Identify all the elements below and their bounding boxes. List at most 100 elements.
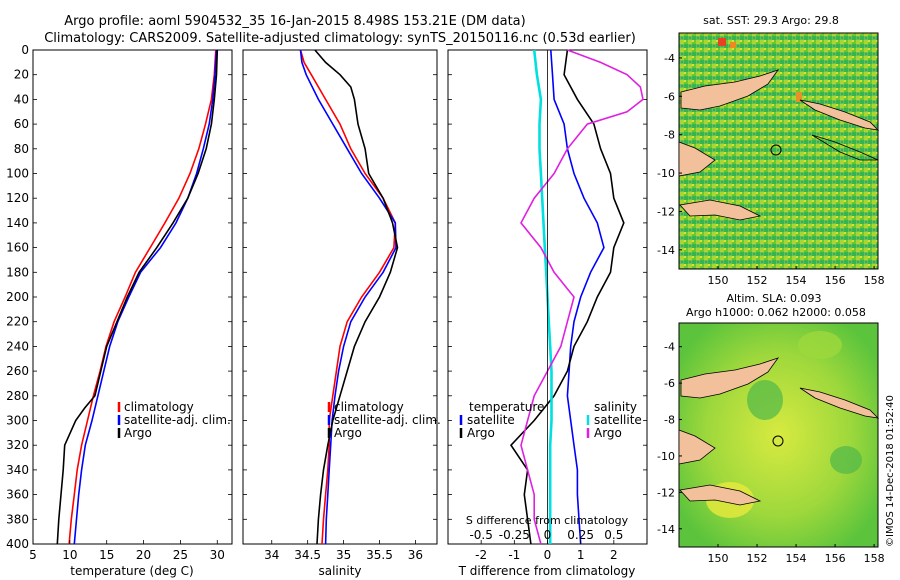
depth-tick-label: 400 xyxy=(6,537,29,551)
series-line-argo xyxy=(314,49,399,545)
depth-tick-label: 240 xyxy=(6,339,29,353)
depth-tick-label: 360 xyxy=(6,488,29,502)
depth-tick-label: 120 xyxy=(6,191,29,205)
legend-argo: Argo xyxy=(124,426,152,440)
legend-climatology: climatology xyxy=(334,400,404,414)
x2-tick-label: 0.5 xyxy=(604,528,623,542)
legend-argo: Argo xyxy=(334,426,362,440)
x-tick-labels: 5 10 15 20 25 30 34 34.5 35 35.5 36 -2 -1 0 1 2 -0.5 -0.2… xyxy=(29,528,623,562)
legend-satellite: satellite-adj. clim. xyxy=(334,413,441,427)
depth-tick-label: 180 xyxy=(6,265,29,279)
legend-temp-argo: Argo xyxy=(467,426,495,440)
salinity-legend: climatology satellite-adj. clim. Argo xyxy=(327,400,441,440)
map-y-tick-label: -12 xyxy=(657,205,675,218)
depth-tick-label: 40 xyxy=(14,92,29,106)
series-line-satellite-adj-clim- xyxy=(73,49,218,545)
map-x-tick-label: 154 xyxy=(786,274,807,287)
imos-credit: ©IMOS 14-Dec-2018 01:52:40 xyxy=(885,395,896,547)
temperature-xlabel: temperature (deg C) xyxy=(70,564,193,578)
difference-xlabel: T difference from climatology xyxy=(458,564,636,578)
temperature-legend: climatology satellite-adj. clim. Argo xyxy=(117,400,231,440)
map-x-tick-label: 158 xyxy=(864,274,885,287)
depth-axis: 0 20 40 60 80 100 120 140 160 180 200 220 240 260 280 3… xyxy=(6,43,647,551)
series-line-argo xyxy=(56,49,219,545)
legend-climatology: climatology xyxy=(124,400,194,414)
map-y-tick-label: -6 xyxy=(664,377,675,390)
temperature-panel xyxy=(32,49,233,545)
map-x-tick-label: 152 xyxy=(747,552,768,565)
sla-map-title-line2: Argo h1000: 0.062 h2000: 0.058 xyxy=(686,306,866,319)
x-tick-label: 35.5 xyxy=(366,548,393,562)
temperature-series xyxy=(56,49,219,545)
depth-tick-label: 140 xyxy=(6,216,29,230)
figure-title-line1: Argo profile: aoml 5904532_35 16-Jan-201… xyxy=(64,14,525,29)
x2-tick-label: -0.5 xyxy=(469,528,492,542)
x-tick-label: 36 xyxy=(408,548,423,562)
map-y-tick-label: -14 xyxy=(657,523,675,536)
depth-tick-label: 340 xyxy=(6,463,29,477)
map-x-tick-label: 156 xyxy=(825,552,846,565)
argo-profile-marker xyxy=(772,435,784,447)
map-y-tick-label: -6 xyxy=(664,90,675,103)
x-tick-label: 34.5 xyxy=(294,548,321,562)
x-tick-label: 20 xyxy=(136,548,151,562)
map-x-tick-label: 154 xyxy=(786,552,807,565)
map-y-tick-label: -10 xyxy=(657,167,675,180)
depth-tick-label: 160 xyxy=(6,241,29,255)
map-x-tick-label: 150 xyxy=(708,552,729,565)
x2-tick-label: 0.25 xyxy=(567,528,594,542)
map-x-tick-label: 158 xyxy=(864,552,885,565)
series-line-temperature-argo xyxy=(509,49,625,545)
legend-sal-argo: Argo xyxy=(594,426,622,440)
land-bougainville xyxy=(799,99,880,131)
depth-tick-label: 80 xyxy=(14,142,29,156)
argo-profile-marker xyxy=(770,144,782,156)
map-y-tick-label: -4 xyxy=(664,52,675,65)
legend-temp-satellite: satellite xyxy=(467,413,515,427)
salinity-series xyxy=(299,49,399,545)
x-tick-label: -2 xyxy=(475,548,487,562)
x-tick-label: 35 xyxy=(336,548,351,562)
land-new-britain xyxy=(680,69,780,111)
depth-tick-label: 320 xyxy=(6,438,29,452)
depth-tick-label: 380 xyxy=(6,512,29,526)
legend-satellite: satellite-adj. clim. xyxy=(124,413,231,427)
depth-tick-label: 200 xyxy=(6,290,29,304)
difference-x2label: S difference from climatology xyxy=(466,514,629,527)
series-line-climatology xyxy=(68,49,217,545)
legend-sal-satellite: satellite xyxy=(594,413,642,427)
sla-map-axes: 150 152 154 156 158 -4 -6 -8 -10 -12 -14 xyxy=(657,341,885,565)
legend-salinity-title: salinity xyxy=(594,400,637,414)
map-y-tick-label: -14 xyxy=(657,244,675,257)
figure-title-line2: Climatology: CARS2009. Satellite-adjuste… xyxy=(44,31,636,46)
land-png xyxy=(678,141,716,177)
sla-map-title-line1: Altim. SLA: 0.093 xyxy=(726,292,821,305)
salinity-xlabel: salinity xyxy=(318,564,361,578)
x-tick-label: 34 xyxy=(264,548,279,562)
land-islands xyxy=(679,199,762,221)
x-tick-label: -1 xyxy=(508,548,520,562)
depth-tick-label: 20 xyxy=(14,68,29,82)
depth-tick-label: 280 xyxy=(6,389,29,403)
sla-map xyxy=(678,322,880,548)
series-line-temperature-satellite xyxy=(550,49,605,545)
x-tick-label: 25 xyxy=(173,548,188,562)
map-x-tick-label: 152 xyxy=(747,274,768,287)
map-y-tick-label: -4 xyxy=(664,341,675,354)
map-y-tick-label: -12 xyxy=(657,486,675,499)
x-tick-label: 30 xyxy=(210,548,225,562)
series-line-climatology xyxy=(299,49,397,545)
x-tick-label: 1 xyxy=(577,548,585,562)
depth-tick-label: 300 xyxy=(6,414,29,428)
sst-map-title: sat. SST: 29.3 Argo: 29.8 xyxy=(703,14,839,27)
depth-tick-label: 220 xyxy=(6,315,29,329)
x-tick-label: 0 xyxy=(544,548,552,562)
series-line-satellite-adj-clim- xyxy=(299,49,397,545)
difference-legend-left: temperature satellite Argo xyxy=(459,400,544,440)
map-x-tick-label: 156 xyxy=(825,274,846,287)
x-tick-label: 15 xyxy=(99,548,114,562)
map-y-tick-label: -10 xyxy=(657,450,675,463)
depth-tick-label: 100 xyxy=(6,167,29,181)
map-x-tick-label: 150 xyxy=(708,274,729,287)
